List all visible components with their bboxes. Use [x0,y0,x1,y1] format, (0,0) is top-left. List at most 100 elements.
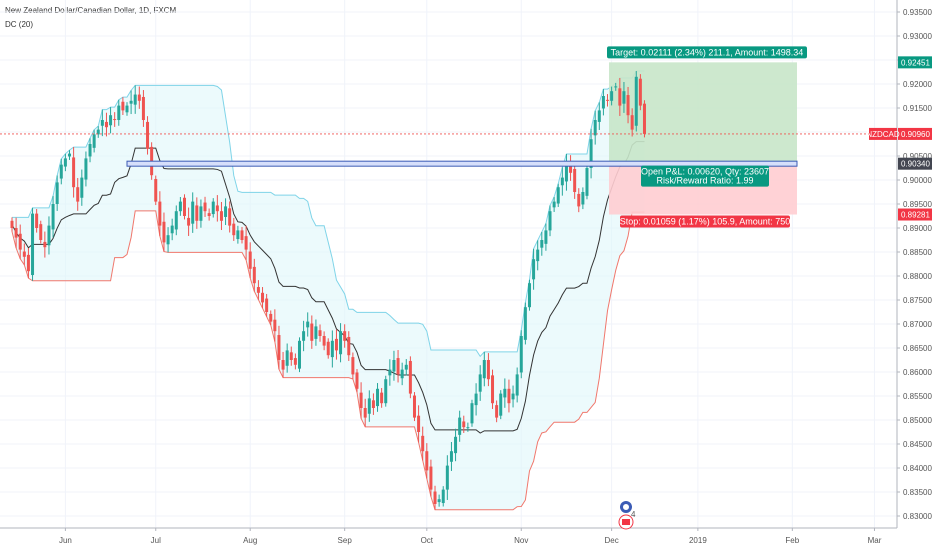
candle [261,287,265,309]
candle [269,310,273,326]
candle-body [80,177,84,198]
candle-body [384,379,388,404]
candle [532,248,536,290]
candle [100,109,104,137]
candle-body [396,358,400,375]
target-label[interactable]: Target: 0.02111 (2.34%) 211.1, Amount: 1… [607,46,807,59]
candle [417,405,421,443]
event-markers[interactable]: 4 [618,501,636,530]
symbol-title[interactable]: New Zealand Dollar/Canadian Dollar, 1D, … [5,6,177,15]
candle-body [129,100,133,104]
stop-label[interactable]: Stop: 0.01059 (1.17%) 105.9, Amount: 750 [620,215,791,228]
candle-body [199,206,203,221]
candle-body [14,228,18,238]
candle-body [330,340,334,358]
candle-body [429,466,433,490]
candle [22,243,26,265]
candle-body [548,211,552,231]
target-label-text: Target: 0.02111 (2.34%) 211.1, Amount: 1… [611,47,804,57]
candle-body [289,352,293,360]
candle-body [388,369,392,376]
candle [626,86,630,124]
candle-body [425,451,429,471]
candle-body [207,213,211,216]
candle-body [318,330,322,336]
event-marker[interactable]: 4 [618,501,636,530]
y-tick-label: 0.91500 [903,104,932,113]
candle-body [306,321,310,328]
y-tick-label: 0.93500 [903,8,932,17]
candle [466,422,470,432]
candle-body [552,201,556,208]
candle-body [113,119,117,121]
candle [141,90,145,127]
candle-body [515,374,519,396]
candle-body [22,251,26,257]
candle [540,231,544,256]
candle [88,138,92,163]
candle [577,188,581,213]
y-tick-label: 0.92000 [903,80,932,89]
candle-body [441,489,445,504]
channel-fill [12,71,645,510]
candle [306,312,310,337]
candle-body [182,197,186,216]
pnl-label[interactable]: Open P&L: 0.00620, Qty: 23607Risk/Reward… [641,165,769,187]
x-tick-label: Oct [421,536,434,545]
candle [121,97,125,116]
entry-line[interactable] [126,160,798,167]
candle-body [392,360,396,372]
candle [154,175,158,206]
candle-body [622,91,626,104]
stop-price-tag-bg [898,208,932,221]
candle [581,187,585,210]
x-tick-label: Dec [605,536,619,545]
lower-band [11,210,645,511]
candle [137,86,141,109]
candle [606,94,610,107]
candle-body [273,319,277,332]
y-tick-label: 0.85000 [903,416,932,425]
candle [104,112,108,137]
candle-body [343,331,347,341]
stop-price-tag-text: 0.89281 [901,211,930,220]
candle-body [67,153,71,157]
candle-body [141,96,145,120]
candle-body [55,182,59,204]
candle-body [84,158,88,180]
candle [252,258,256,292]
candle [162,212,166,252]
candle [491,369,495,409]
candle [182,194,186,220]
candle [113,112,117,127]
candle [425,443,429,479]
candle-body [462,421,466,428]
indicator-label[interactable]: DC (20) [5,20,34,29]
candle-body [117,105,121,120]
candle-body [593,120,597,136]
candle [548,205,552,237]
candle-body [569,163,573,173]
candle-body [606,99,610,101]
candle [125,102,129,116]
candle-body [495,405,499,418]
candle-body [458,417,462,435]
candle [199,199,203,228]
y-tick-label: 0.83000 [903,512,932,521]
candle [158,191,162,236]
candle [96,126,100,138]
y-tick-label: 0.86500 [903,344,932,353]
candle-body [573,168,577,192]
candle-body [482,360,486,379]
candle [593,110,597,145]
candle [224,198,228,226]
candle [363,398,367,427]
candle [170,218,174,241]
pnl-text: Open P&L: 0.00620, Qty: 23607 [641,167,769,177]
candle-body [540,240,544,248]
candle-body [511,393,515,400]
candle [392,350,396,381]
candle [351,352,355,380]
candle-body [302,331,306,341]
